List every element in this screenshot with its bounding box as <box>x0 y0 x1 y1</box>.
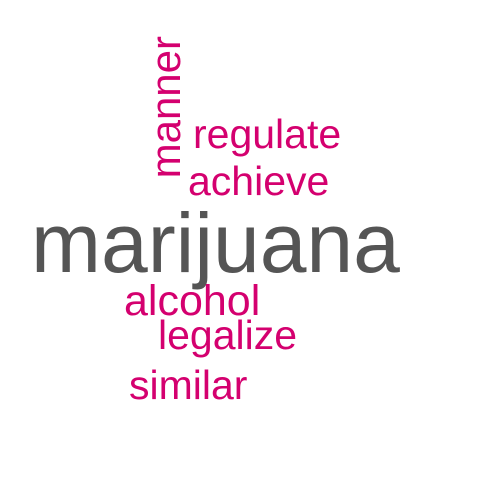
word-achieve: achieve <box>188 158 330 204</box>
word-manner: manner <box>142 36 189 179</box>
word-marijuana: marijuana <box>31 196 400 290</box>
word-similar: similar <box>129 362 248 408</box>
word-alcohol: alcohol <box>124 277 261 325</box>
word-regulate: regulate <box>193 111 342 157</box>
word-legalize: legalize <box>158 312 298 358</box>
